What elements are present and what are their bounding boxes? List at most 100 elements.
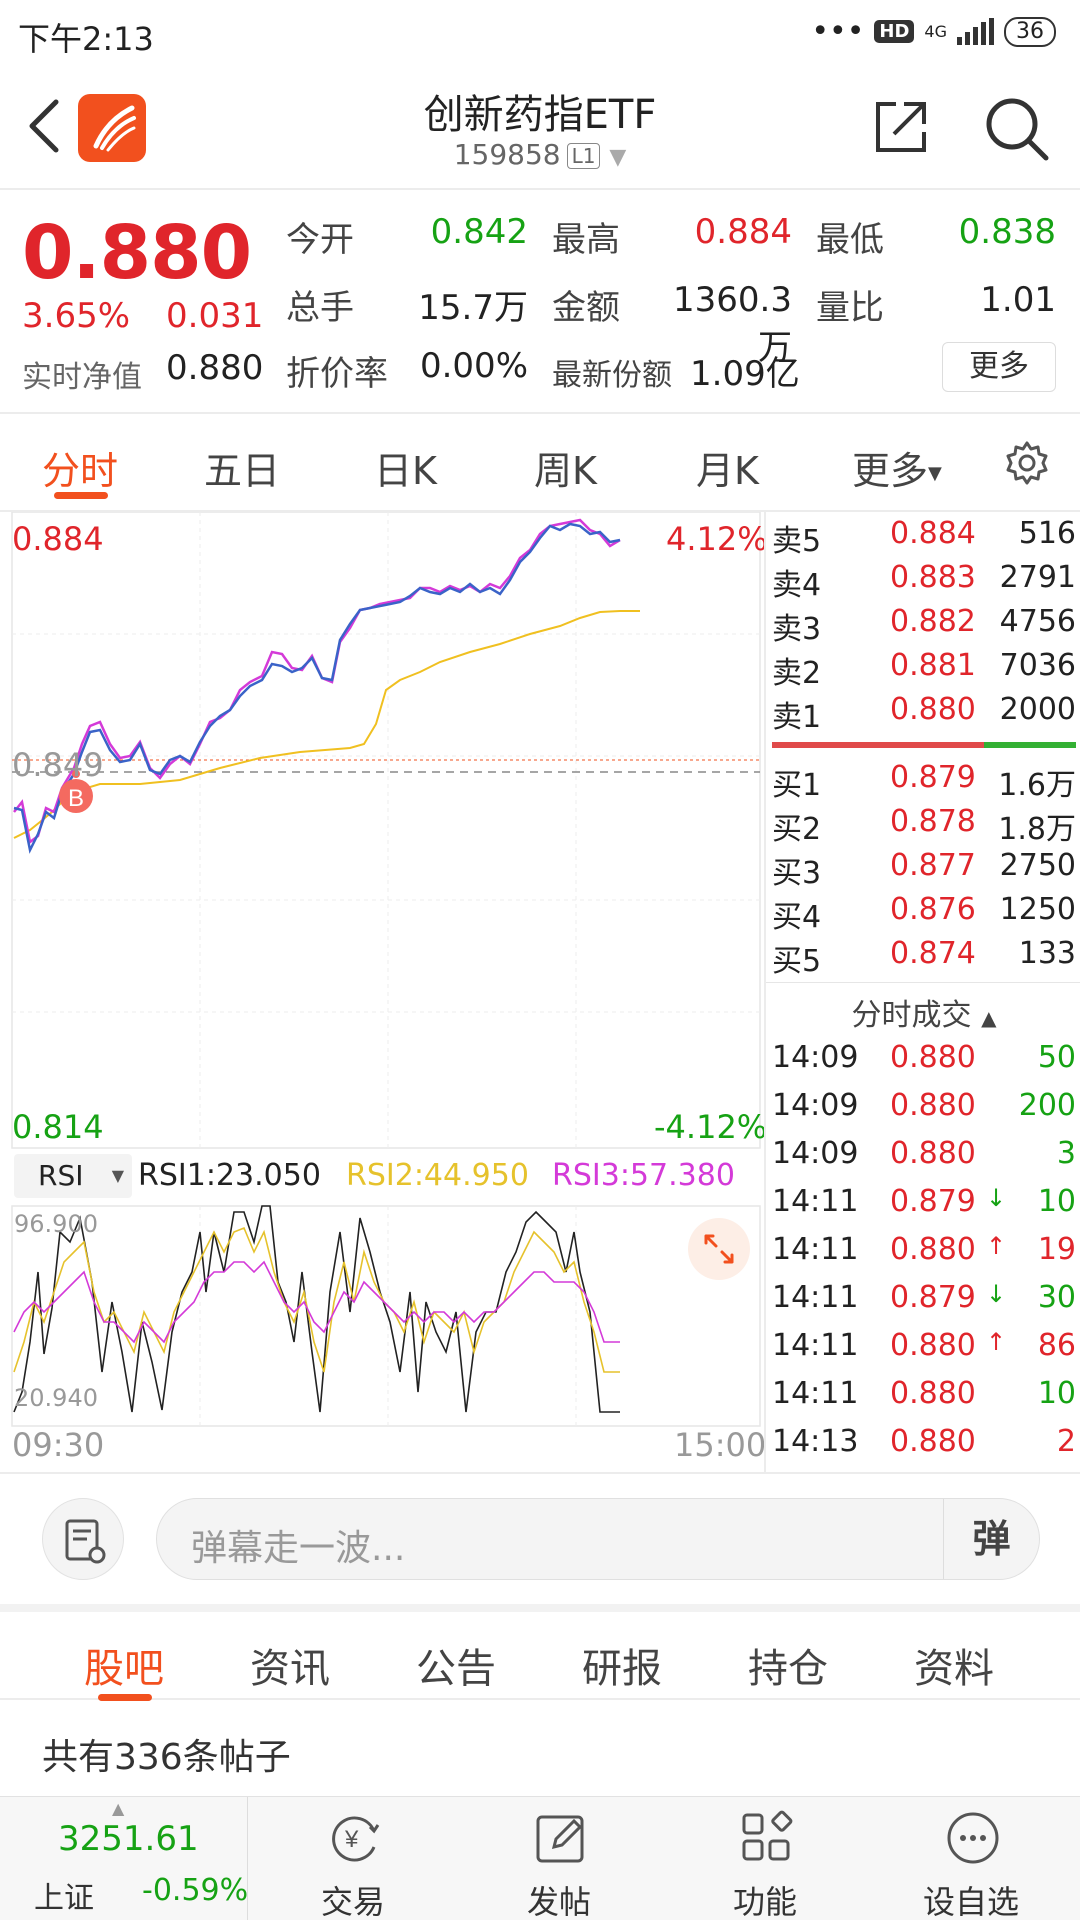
index-percent: -0.59% bbox=[142, 1873, 249, 1908]
quote-summary: 0.880 3.65% 0.031 实时净值 0.880 今开 0.842 最高… bbox=[0, 192, 1080, 414]
bid-label: 买2 bbox=[772, 812, 822, 847]
rsi3-value: RSI3:57.380 bbox=[552, 1158, 735, 1193]
ask-price: 0.881 bbox=[890, 648, 976, 683]
change-percent: 3.65% bbox=[22, 296, 131, 336]
ask-label: 卖2 bbox=[772, 656, 822, 691]
trade-time: 14:09 bbox=[772, 1136, 859, 1171]
trade-volume: 200 bbox=[1018, 1088, 1076, 1123]
back-icon[interactable] bbox=[24, 96, 64, 156]
price-line bbox=[13, 522, 621, 854]
tab-holdings[interactable]: 持仓 bbox=[748, 1646, 828, 1692]
nav-value: 0.880 bbox=[166, 348, 264, 388]
trade-price: 0.880 bbox=[890, 1088, 976, 1123]
trade-row: 14:09 0.880 50 bbox=[772, 1040, 1076, 1084]
up-arrow-icon: ↑ bbox=[986, 1328, 1007, 1356]
bid-volume: 1250 bbox=[999, 892, 1076, 927]
trade-row: 14:11 0.880 ↑ 19 bbox=[772, 1232, 1076, 1276]
ask-volume: 2000 bbox=[999, 692, 1076, 727]
page-title: 创新药指ETF bbox=[423, 92, 657, 138]
trade-time: 14:09 bbox=[772, 1088, 859, 1123]
post-count: 共有336条帖子 bbox=[42, 1737, 291, 1778]
bid-volume: 1.6万 bbox=[998, 768, 1076, 803]
gear-icon[interactable] bbox=[1004, 440, 1050, 486]
bid-volume: 133 bbox=[1018, 936, 1076, 971]
trade-volume: 2 bbox=[1056, 1424, 1076, 1459]
trade-icon: ¥ bbox=[332, 1816, 380, 1862]
hd-icon: HD bbox=[874, 20, 915, 43]
bid-price: 0.876 bbox=[890, 892, 976, 927]
shares-value: 1.09亿 bbox=[690, 354, 800, 394]
security-code[interactable]: 159858 L1 ▼ bbox=[0, 138, 1080, 171]
indicator-select[interactable]: RSI ▼ bbox=[14, 1154, 132, 1198]
more-quote-button[interactable]: 更多 bbox=[942, 342, 1056, 392]
last-price: 0.880 bbox=[22, 210, 252, 296]
open-label: 今开 bbox=[286, 220, 354, 260]
intraday-chart-area[interactable]: B 0.884 4.12% 0.849 0.814 -4.12% RSI ▼ RS… bbox=[0, 512, 768, 1472]
search-icon[interactable] bbox=[984, 96, 1050, 162]
nav-trade[interactable]: ¥ 交易 bbox=[250, 1797, 456, 1920]
trade-price: 0.879 bbox=[890, 1280, 976, 1315]
app-logo-icon bbox=[78, 94, 146, 162]
trade-volume: 30 bbox=[1037, 1280, 1076, 1315]
comment-bar: 弹幕走一波... 弹 bbox=[0, 1472, 1080, 1604]
active-subtab-indicator bbox=[98, 1694, 152, 1701]
trade-price: 0.880 bbox=[890, 1040, 976, 1075]
ask-row-1: 卖1 0.880 2000 bbox=[772, 692, 1076, 736]
ratio-label: 量比 bbox=[816, 288, 884, 328]
trade-row: 14:11 0.879 ↓ 30 bbox=[772, 1280, 1076, 1324]
index-ticker[interactable]: ▲ 3251.61 上证 -0.59% bbox=[0, 1797, 248, 1920]
ask-row-3: 卖3 0.882 4756 bbox=[772, 604, 1076, 648]
bid-volume: 2750 bbox=[999, 848, 1076, 883]
tab-research[interactable]: 研报 bbox=[582, 1646, 662, 1692]
bid-row-5: 买5 0.874 133 bbox=[772, 936, 1076, 980]
bid-row-1: 买1 0.879 1.6万 bbox=[772, 760, 1076, 804]
tab-weekly-k[interactable]: 周K bbox=[534, 449, 597, 493]
tab-intraday[interactable]: 分时 bbox=[42, 449, 119, 493]
nav-trade-label: 交易 bbox=[320, 1883, 385, 1920]
trade-volume: 10 bbox=[1037, 1376, 1076, 1411]
tab-news[interactable]: 资讯 bbox=[250, 1646, 330, 1692]
discount-label: 折价率 bbox=[286, 354, 388, 394]
nav-add-watchlist-label: 设自选 bbox=[922, 1883, 1019, 1920]
share-icon[interactable] bbox=[872, 98, 930, 156]
trade-row: 14:11 0.880 10 bbox=[772, 1376, 1076, 1420]
ask-label: 卖5 bbox=[772, 524, 822, 559]
nav-features-label: 功能 bbox=[732, 1883, 797, 1920]
ask-row-4: 卖4 0.883 2791 bbox=[772, 560, 1076, 604]
tab-more[interactable]: 更多▼ bbox=[852, 440, 942, 495]
danmu-input[interactable]: 弹幕走一波... 弹 bbox=[156, 1498, 1040, 1580]
change-amount: 0.031 bbox=[166, 296, 264, 336]
time-axis-end: 15:00 bbox=[674, 1426, 767, 1464]
axis-bottom-price: 0.814 bbox=[12, 1108, 104, 1146]
trade-price: 0.880 bbox=[890, 1136, 976, 1171]
danmu-toggle-button[interactable]: 弹 bbox=[943, 1499, 1039, 1579]
axis-bottom-percent: -4.12% bbox=[654, 1108, 768, 1146]
tab-announcements[interactable]: 公告 bbox=[416, 1646, 496, 1692]
notes-button[interactable] bbox=[42, 1498, 124, 1580]
ask-price: 0.884 bbox=[890, 516, 976, 551]
ask-row-5: 卖5 0.884 516 bbox=[772, 516, 1076, 560]
expand-icon bbox=[704, 1234, 734, 1264]
trade-time: 14:09 bbox=[772, 1040, 859, 1075]
svg-text:¥: ¥ bbox=[344, 1826, 359, 1853]
tab-daily-k[interactable]: 日K bbox=[374, 449, 437, 493]
trades-toggle[interactable]: 分时成交 ▲ bbox=[766, 990, 1080, 1034]
down-arrow-icon: ↓ bbox=[986, 1280, 1007, 1308]
ask-row-2: 卖2 0.881 7036 bbox=[772, 648, 1076, 692]
trade-time: 14:11 bbox=[772, 1376, 859, 1411]
bid-row-2: 买2 0.878 1.8万 bbox=[772, 804, 1076, 848]
open-value: 0.842 bbox=[430, 212, 528, 252]
tab-monthly-k[interactable]: 月K bbox=[696, 449, 759, 493]
battery-icon: 36 bbox=[1004, 16, 1056, 47]
nav-add-watchlist[interactable]: 设自选 bbox=[868, 1797, 1074, 1920]
tab-forum[interactable]: 股吧 bbox=[84, 1646, 164, 1692]
code-text: 159858 bbox=[453, 138, 561, 171]
tab-profile[interactable]: 资料 bbox=[914, 1646, 994, 1692]
trade-price: 0.879 bbox=[890, 1184, 976, 1219]
content-tabs: 股吧 资讯 公告 研报 持仓 资料 bbox=[0, 1604, 1080, 1701]
tab-five-day[interactable]: 五日 bbox=[204, 449, 281, 493]
nav-features[interactable]: 功能 bbox=[662, 1797, 868, 1920]
apps-icon bbox=[742, 1810, 793, 1861]
nav-post[interactable]: 发帖 bbox=[456, 1797, 662, 1920]
fullscreen-button[interactable] bbox=[688, 1218, 750, 1280]
